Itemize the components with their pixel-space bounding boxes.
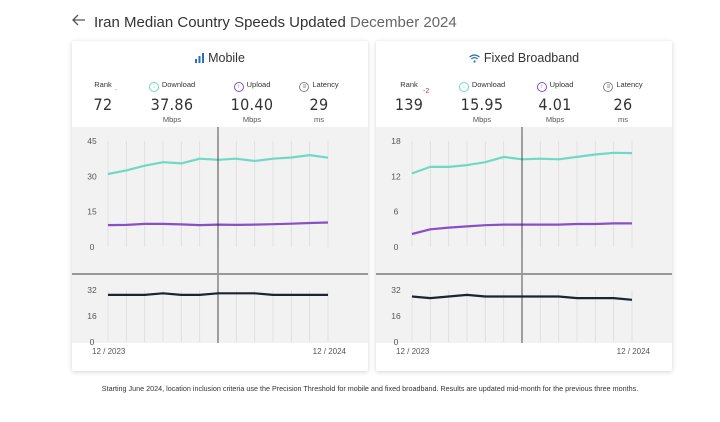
mobile-card: Mobile Rank 72 - ↓ Download 37.86 Mbps ↑ U… bbox=[72, 41, 368, 371]
fixed-title-text: Fixed Broadband bbox=[483, 51, 580, 65]
title-text: Iran Median Country Speeds Updated bbox=[94, 13, 346, 31]
fixed-metrics: Rank 139 -2 ↓ Download 15.95 Mbps ↑ Upload… bbox=[376, 75, 672, 167]
latency-unit: ms bbox=[618, 115, 628, 124]
x-start-label: 12 / 2023 bbox=[92, 347, 126, 356]
rank-value: 139 bbox=[394, 95, 424, 114]
download-label-text: Download bbox=[161, 80, 196, 89]
fixed-chart[interactable]: 0 6 12 18 0 16 32 12 / 2023 12 / 2024 bbox=[376, 127, 672, 371]
y-tick-label: 16 bbox=[391, 311, 401, 321]
mobile-card-title: Mobile bbox=[72, 51, 368, 65]
upload-value: 10.40 bbox=[230, 95, 274, 114]
x-end-label: 12 / 2024 bbox=[617, 347, 651, 356]
download-arrow-icon: ↓ bbox=[148, 82, 159, 92]
upload-label: ↑ Upload bbox=[217, 79, 287, 92]
rank-change: -2 bbox=[423, 88, 430, 95]
arrow-left-icon[interactable] bbox=[72, 14, 86, 30]
page-header: Iran Median Country Speeds Updated Decem… bbox=[72, 12, 457, 32]
download-unit: Mbps bbox=[472, 115, 492, 124]
download-value: 15.95 bbox=[460, 95, 504, 114]
latency-label-text: Latency bbox=[312, 80, 339, 89]
upload-label-text: Upload bbox=[549, 80, 574, 89]
mobile-download: ↓ Download 37.86 Mbps bbox=[137, 75, 207, 124]
latency-label: ≡ Latency bbox=[588, 79, 658, 92]
plot-background bbox=[376, 275, 672, 343]
mobile-chart-svg[interactable]: 0 15 30 45 0 16 32 12 / 2023 12 / 2024 bbox=[72, 127, 368, 371]
mobile-metrics: Rank 72 - ↓ Download 37.86 Mbps ↑ Upload 1… bbox=[72, 75, 368, 167]
latency-icon: ≡ bbox=[299, 82, 310, 92]
rank-label: Rank bbox=[94, 80, 112, 89]
fixed-upload: ↑ Upload 4.01 Mbps bbox=[520, 75, 590, 124]
y-tick-label: 0 bbox=[90, 242, 95, 252]
fixed-latency: ≡ Latency 26 ms bbox=[588, 75, 658, 124]
y-tick-label: 32 bbox=[391, 285, 401, 295]
download-label: ↓ Download bbox=[447, 79, 517, 92]
upload-label-text: Upload bbox=[246, 80, 271, 89]
fixed-card-title: Fixed Broadband bbox=[376, 51, 672, 65]
download-unit: Mbps bbox=[162, 115, 182, 124]
upload-arrow-icon: ↑ bbox=[536, 82, 547, 92]
y-tick-label: 15 bbox=[87, 207, 97, 217]
footnote: Starting June 2024, location inclusion c… bbox=[101, 384, 639, 393]
y-tick-label: 30 bbox=[87, 171, 97, 181]
y-tick-label: 32 bbox=[87, 285, 97, 295]
latency-unit: ms bbox=[314, 115, 324, 124]
plot-background bbox=[72, 275, 368, 343]
y-tick-label: 0 bbox=[394, 242, 399, 252]
y-tick-label: 16 bbox=[87, 311, 97, 321]
latency-label-text: Latency bbox=[616, 80, 643, 89]
plot-background bbox=[72, 127, 368, 273]
x-start-label: 12 / 2023 bbox=[396, 347, 430, 356]
rank-change: - bbox=[115, 87, 118, 94]
rank-value: 72 bbox=[93, 95, 113, 114]
y-tick-label: 45 bbox=[87, 136, 97, 146]
fixed-chart-svg[interactable]: 0 6 12 18 0 16 32 12 / 2023 12 / 2024 bbox=[376, 127, 672, 371]
mobile-chart[interactable]: 0 15 30 45 0 16 32 12 / 2023 12 / 2024 bbox=[72, 127, 368, 371]
latency-icon: ≡ bbox=[603, 82, 614, 92]
title-date: December 2024 bbox=[350, 13, 457, 31]
y-tick-label: 0 bbox=[90, 337, 95, 347]
upload-unit: Mbps bbox=[242, 115, 262, 124]
latency-label: ≡ Latency bbox=[284, 79, 354, 92]
rank-label: Rank bbox=[400, 80, 418, 89]
plot-background bbox=[376, 127, 672, 273]
mobile-title-text: Mobile bbox=[208, 51, 245, 65]
download-label-text: Download bbox=[471, 80, 506, 89]
y-tick-label: 0 bbox=[394, 337, 399, 347]
fixed-card: Fixed Broadband Rank 139 -2 ↓ Download 15… bbox=[376, 41, 672, 371]
download-value: 37.86 bbox=[150, 95, 194, 114]
y-tick-label: 6 bbox=[394, 207, 399, 217]
download-arrow-icon: ↓ bbox=[458, 82, 469, 92]
wifi-icon bbox=[469, 54, 480, 63]
mobile-upload: ↑ Upload 10.40 Mbps bbox=[217, 75, 287, 124]
y-tick-label: 18 bbox=[391, 136, 401, 146]
signal-bars-icon bbox=[195, 53, 205, 63]
fixed-download: ↓ Download 15.95 Mbps bbox=[447, 75, 517, 124]
page-title: Iran Median Country Speeds Updated Decem… bbox=[94, 14, 457, 31]
x-end-label: 12 / 2024 bbox=[313, 347, 347, 356]
upload-arrow-icon: ↑ bbox=[233, 82, 244, 92]
latency-value: 26 bbox=[613, 95, 633, 114]
mobile-latency: ≡ Latency 29 ms bbox=[284, 75, 354, 124]
fixed-rank: Rank 139 bbox=[376, 75, 444, 114]
upload-label: ↑ Upload bbox=[520, 79, 590, 92]
upload-unit: Mbps bbox=[545, 115, 565, 124]
download-label: ↓ Download bbox=[137, 79, 207, 92]
latency-value: 29 bbox=[309, 95, 329, 114]
upload-value: 4.01 bbox=[538, 95, 572, 114]
y-tick-label: 12 bbox=[391, 171, 401, 181]
mobile-rank: Rank 72 bbox=[72, 75, 138, 114]
